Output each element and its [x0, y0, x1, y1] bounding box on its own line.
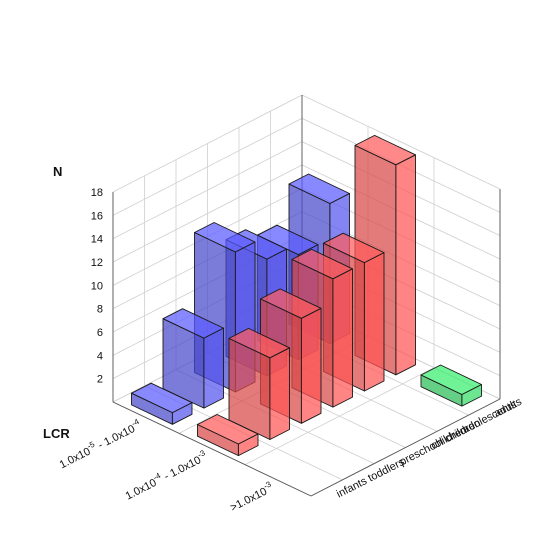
bar-face-top — [323, 232, 385, 264]
bar-face-top — [131, 382, 193, 414]
bar-1-0 — [197, 414, 259, 457]
bar-face-top — [260, 288, 322, 319]
y-category-label: adults — [492, 396, 524, 420]
z-axis-title: N — [53, 164, 62, 179]
wall-gridline-horizontal — [112, 117, 303, 216]
wall-gridline-horizontal — [112, 164, 303, 263]
bar-face-top — [162, 308, 224, 339]
axis-box-edge — [310, 398, 501, 497]
z-tick-label: 12 — [91, 257, 103, 269]
z-tick-label: 16 — [91, 210, 103, 222]
z-tick-label: 6 — [97, 327, 103, 339]
z-tick-label: 10 — [91, 280, 103, 292]
bar-1-1 — [228, 327, 290, 440]
x-category-label: 1.0x10-4 - 1.0x10-3 — [122, 448, 210, 503]
wall-gridline-horizontal — [301, 94, 501, 190]
bar-2-5 — [420, 364, 482, 407]
wall-gridline-horizontal — [112, 94, 303, 193]
z-tick-label: 18 — [91, 187, 103, 199]
bar-face-right — [332, 268, 353, 408]
bar-face-right — [203, 327, 224, 409]
bar-0-0 — [131, 382, 193, 425]
x-category-label: 1.0x10-5 - 1.0x10-4 — [56, 417, 144, 472]
x-axis-title: LCR — [43, 426, 70, 441]
bar-face-top — [197, 414, 259, 445]
bar-face-right — [363, 252, 385, 392]
z-tick-label: 14 — [91, 234, 103, 246]
bar-face-right — [269, 347, 290, 440]
z-tick-label: 4 — [97, 350, 103, 362]
bar-face-right — [300, 307, 322, 424]
bar-face-top — [194, 222, 256, 253]
bar-face-right — [395, 154, 416, 376]
bar-0-1 — [162, 308, 224, 409]
z-tick-label: 2 — [97, 374, 103, 386]
bars-layer — [131, 134, 482, 457]
wall-gridline-horizontal — [112, 141, 303, 240]
z-tick-label: 8 — [97, 304, 103, 316]
bar-face-top — [288, 173, 350, 204]
bar-face-top — [228, 327, 290, 359]
x-category-label: >1.0x10-3 — [227, 479, 276, 514]
bar-face-top — [354, 134, 416, 166]
axis-box-edge — [112, 401, 312, 497]
bar-face-top — [420, 364, 482, 395]
bar-face-top — [291, 248, 353, 280]
